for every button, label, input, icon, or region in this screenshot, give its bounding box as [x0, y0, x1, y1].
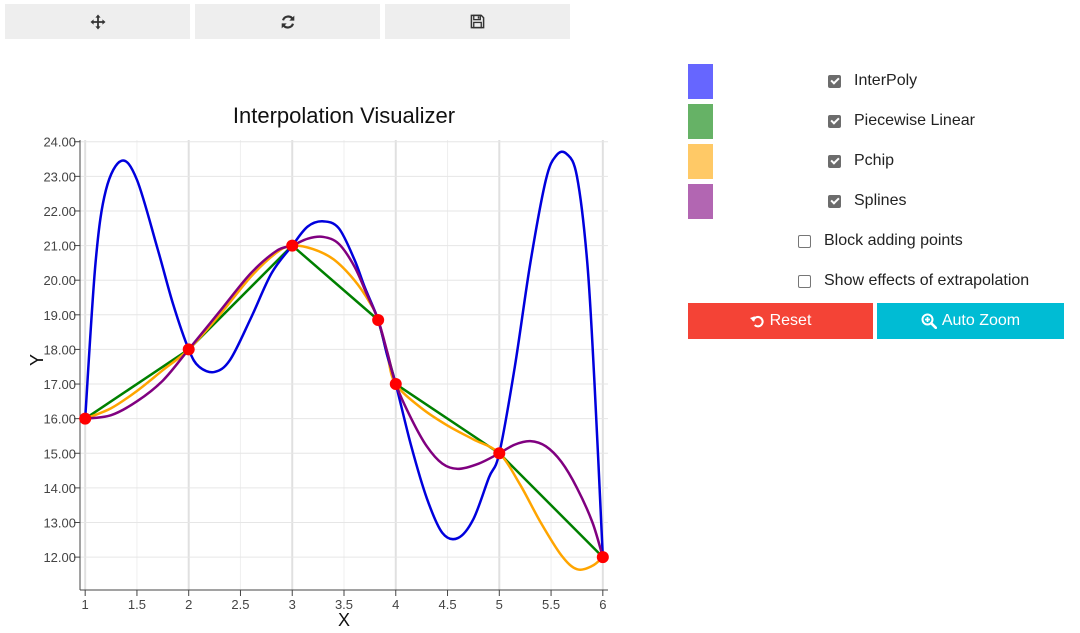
x-tick-label: 2	[185, 597, 192, 612]
toolbar	[5, 4, 571, 39]
legend-swatch-splines	[688, 184, 713, 219]
x-tick-label: 5.5	[542, 597, 560, 612]
toggle-interpoly-label: InterPoly	[854, 72, 918, 89]
x-tick-label: 4	[392, 597, 399, 612]
toggle-pchip-label: Pchip	[854, 152, 895, 169]
checkbox-pchip[interactable]	[828, 154, 841, 168]
legend-swatch-pchip	[688, 144, 713, 179]
refresh-icon	[281, 14, 294, 29]
y-tick-label: 19.00	[43, 308, 76, 323]
toggle-splines-label: Splines	[854, 192, 907, 209]
y-tick-label: 14.00	[43, 481, 76, 496]
y-tick-label: 15.00	[43, 446, 76, 461]
undo-icon	[749, 315, 764, 327]
x-tick-label: 2.5	[231, 597, 249, 612]
checkbox-block-adding[interactable]	[798, 234, 811, 248]
y-tick-label: 16.00	[43, 412, 76, 427]
y-tick-label: 23.00	[43, 169, 76, 184]
series-line-splines	[85, 235, 605, 558]
x-tick-label: 5	[496, 597, 503, 612]
option-extrapolation[interactable]: Show effects of extrapolation	[798, 271, 1029, 291]
toggle-splines[interactable]: Splines	[828, 191, 906, 211]
legend-swatch-interpoly	[688, 64, 713, 99]
data-point[interactable]	[182, 343, 195, 356]
x-tick-label: 6	[599, 597, 606, 612]
x-tick-label: 1.5	[128, 597, 146, 612]
auto-zoom-button-label: Auto Zoom	[941, 312, 1021, 329]
save-icon	[470, 14, 485, 29]
toggle-interpoly[interactable]: InterPoly	[828, 71, 917, 91]
option-block-adding-label: Block adding points	[824, 232, 963, 249]
checkbox-extrapolation[interactable]	[798, 274, 811, 288]
checkbox-linear[interactable]	[828, 114, 841, 128]
toggle-linear[interactable]: Piecewise Linear	[828, 111, 975, 131]
interpolation-chart[interactable]: Interpolation Visualizer 1 1.5 2 2.5 3 3.5 4 4.…	[0, 90, 640, 633]
data-point[interactable]	[493, 447, 506, 460]
y-tick-label: 17.00	[43, 377, 76, 392]
y-tick-label: 13.00	[43, 516, 76, 531]
move-icon	[90, 14, 105, 29]
save-button[interactable]	[385, 4, 570, 39]
auto-zoom-button[interactable]: Auto Zoom	[877, 303, 1064, 339]
reset-button[interactable]: Reset	[688, 303, 873, 339]
checkbox-interpoly[interactable]	[828, 74, 841, 88]
data-point[interactable]	[79, 412, 92, 425]
toggle-linear-label: Piecewise Linear	[854, 112, 975, 129]
option-extrapolation-label: Show effects of extrapolation	[824, 272, 1030, 289]
data-point[interactable]	[389, 378, 402, 391]
y-tick-label: 22.00	[43, 204, 76, 219]
y-tick-label: 24.00	[43, 135, 76, 150]
x-tick-label: 3	[289, 597, 296, 612]
x-tick-label: 4.5	[438, 597, 456, 612]
data-point[interactable]	[372, 314, 385, 326]
y-axis-label: Y	[27, 354, 47, 366]
reset-button-label: Reset	[769, 312, 812, 329]
option-block-adding[interactable]: Block adding points	[798, 231, 963, 251]
toggle-pchip[interactable]: Pchip	[828, 151, 894, 171]
pan-button[interactable]	[5, 4, 190, 39]
legend-swatch-linear	[688, 104, 713, 139]
data-point[interactable]	[596, 551, 609, 564]
x-tick-label: 1	[82, 597, 89, 612]
chart-title: Interpolation Visualizer	[233, 103, 455, 128]
x-tick-label: 3.5	[335, 597, 353, 612]
y-tick-label: 18.00	[43, 342, 76, 357]
y-tick-label: 12.00	[43, 550, 76, 565]
x-axis-label: X	[338, 610, 350, 630]
zoom-in-icon	[921, 313, 937, 329]
checkbox-splines[interactable]	[828, 194, 841, 208]
refresh-button[interactable]	[195, 4, 380, 39]
y-tick-label: 20.00	[43, 273, 76, 288]
data-point[interactable]	[286, 239, 299, 252]
y-tick-label: 21.00	[43, 239, 76, 254]
